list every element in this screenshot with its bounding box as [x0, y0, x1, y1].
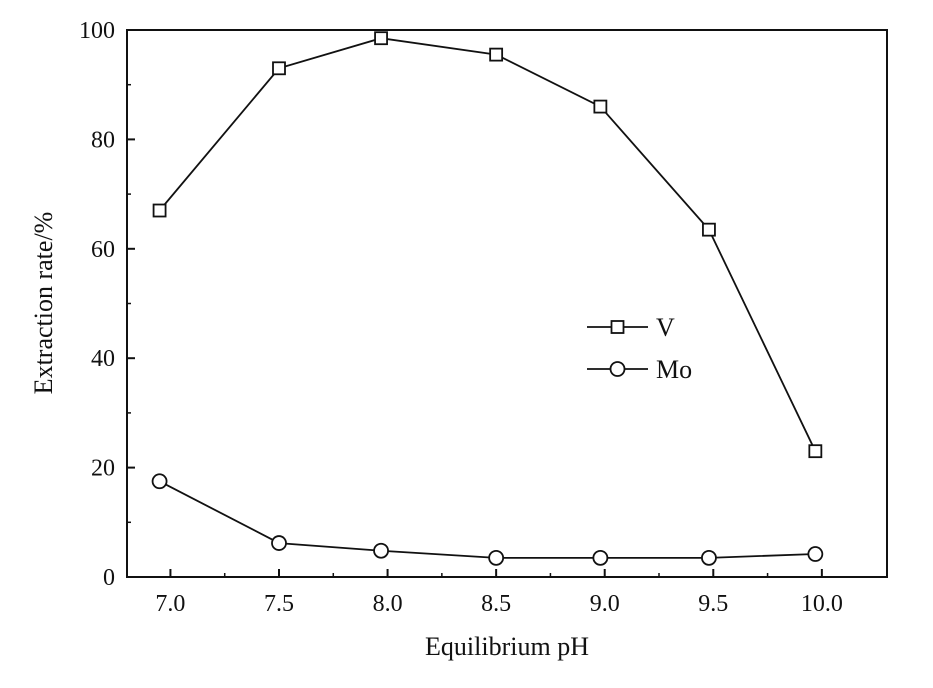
- data-point-mo: [373, 542, 389, 559]
- data-point-mo: [807, 546, 824, 562]
- x-tick-label: 7.5: [264, 591, 294, 617]
- data-point-v: [593, 99, 608, 114]
- series-mo: [151, 473, 824, 566]
- data-point-mo: [488, 549, 505, 566]
- y-tick-label: 0: [103, 565, 115, 591]
- legend-label: V: [656, 313, 675, 342]
- plot-frame: [126, 29, 888, 578]
- y-tick-label: 100: [79, 18, 115, 44]
- x-tick-label: 9.5: [698, 591, 728, 617]
- data-point-mo: [701, 549, 717, 566]
- axis-tick-labels: 7.0 7.5 8.0 8.5 9.0 9.5 10.0 0 20 40 60 80 100: [79, 18, 843, 617]
- legend-label: Mo: [656, 355, 692, 384]
- legend-item-v: V: [587, 313, 675, 342]
- series-line-v: [158, 37, 817, 452]
- data-point-v: [489, 47, 504, 62]
- x-tick-label: 10.0: [801, 591, 843, 617]
- data-point-v: [152, 203, 167, 218]
- series-layer: [151, 31, 824, 566]
- axis-ticks: [127, 29, 823, 578]
- y-tick-label: 20: [91, 456, 115, 482]
- x-tick-label: 9.0: [590, 591, 620, 617]
- series-v: [152, 31, 823, 459]
- data-point-v: [808, 444, 823, 459]
- x-tick-label: 7.0: [155, 591, 185, 617]
- y-tick-label: 40: [91, 346, 115, 372]
- data-point-v: [374, 31, 388, 46]
- x-tick-label: 8.5: [481, 591, 511, 617]
- data-point-v: [272, 61, 286, 76]
- data-point-mo: [271, 535, 287, 551]
- x-axis-label: Equilibrium pH: [425, 632, 589, 661]
- legend-marker-circle: [609, 361, 626, 377]
- series-line-mo: [159, 480, 816, 559]
- data-point-mo: [151, 473, 168, 490]
- data-point-mo: [592, 549, 609, 566]
- legend-marker-square: [610, 320, 625, 334]
- x-tick-label: 8.0: [373, 591, 403, 617]
- legend-item-mo: Mo: [587, 355, 692, 384]
- y-tick-label: 60: [91, 237, 115, 263]
- data-point-v: [702, 222, 716, 237]
- y-axis-label: Extraction rate/%: [29, 212, 58, 395]
- y-tick-label: 80: [91, 127, 115, 153]
- legend: V Mo: [587, 313, 692, 384]
